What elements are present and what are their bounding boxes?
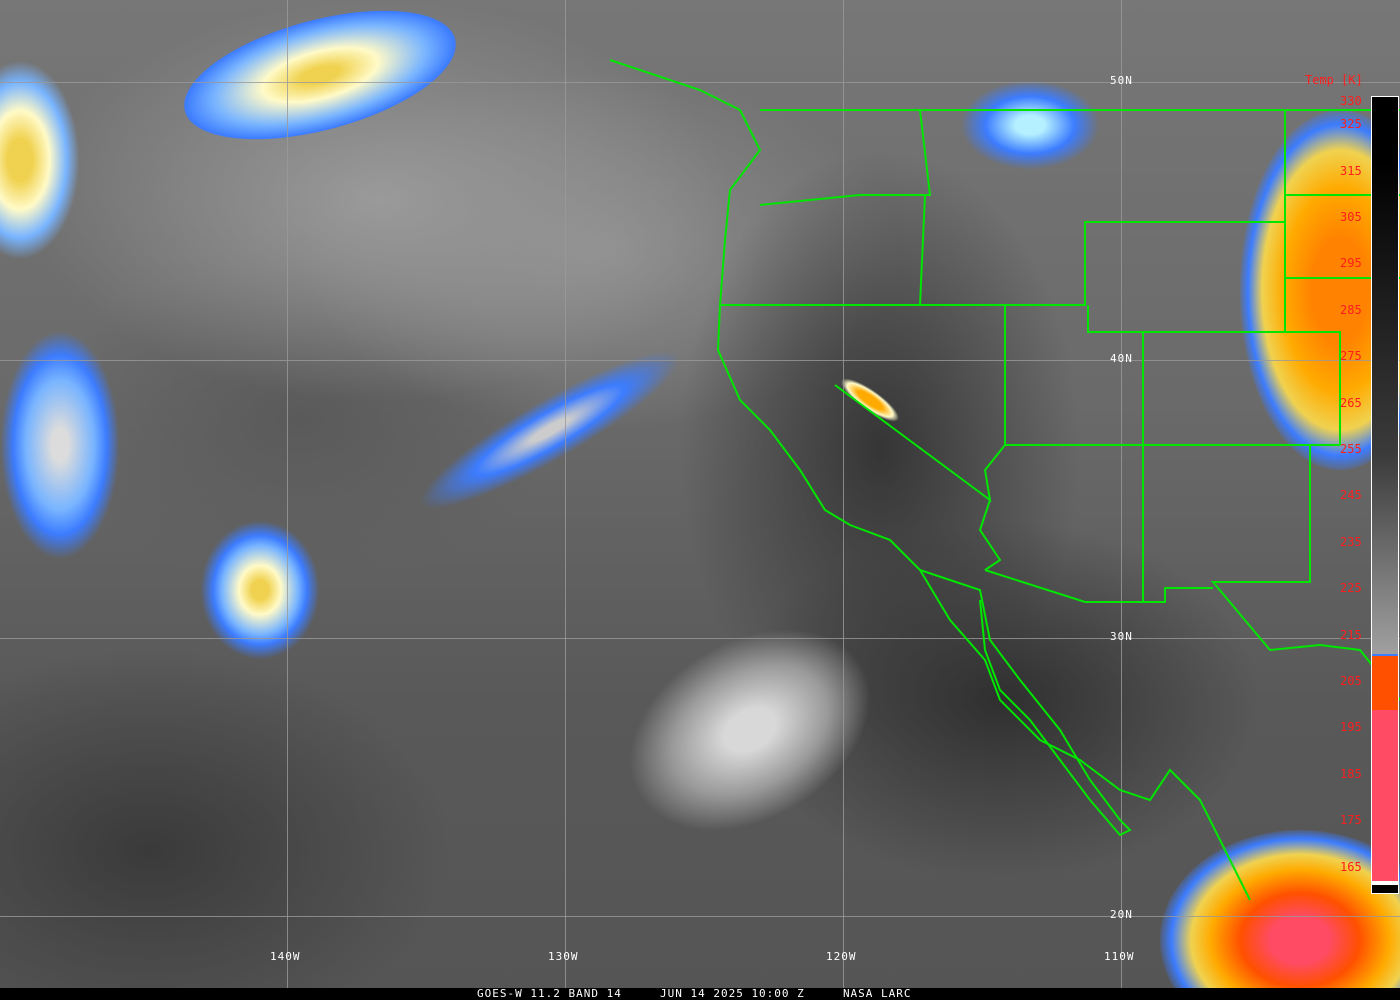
state-border bbox=[1087, 305, 1341, 445]
colorbar-tick-label: 225 bbox=[1340, 581, 1362, 596]
colorbar-tick-label: 165 bbox=[1340, 859, 1362, 874]
footer-bar: GOES-W 11.2 BAND 14 JUN 14 2025 10:00 Z … bbox=[0, 988, 1400, 1000]
grid-line bbox=[843, 0, 844, 990]
colorbar-tick-label: 255 bbox=[1340, 442, 1362, 456]
credit: NASA LARC bbox=[842, 987, 912, 1000]
lat-label-30n: 30N bbox=[1110, 630, 1133, 643]
state-border bbox=[978, 499, 1002, 571]
colorbar-tick-label: 175 bbox=[1340, 813, 1362, 828]
country-border bbox=[984, 569, 1213, 603]
legend-title: Temp [K] bbox=[1305, 73, 1363, 87]
grid-line bbox=[0, 916, 1400, 917]
baja-coastline bbox=[919, 569, 1132, 837]
colorbar-tick-label: 315 bbox=[1340, 163, 1362, 178]
timestamp: JUN 14 2025 10:00 Z bbox=[659, 987, 805, 1000]
footer-text: GOES-W 11.2 BAND 14 JUN 14 2025 10:00 Z … bbox=[477, 988, 912, 1000]
grid-line bbox=[0, 360, 1400, 361]
grid-line bbox=[287, 0, 288, 990]
lat-label-50n: 50N bbox=[1110, 74, 1133, 87]
colorbar-tick-label: 330 bbox=[1340, 94, 1362, 108]
colorbar-tick-label: 285 bbox=[1340, 302, 1362, 317]
lat-label-20n: 20N bbox=[1110, 908, 1133, 921]
state-border bbox=[720, 221, 1285, 306]
colorbar-tick-label: 215 bbox=[1340, 627, 1362, 642]
lon-label-140w: 140W bbox=[270, 950, 301, 963]
cloud-band bbox=[960, 80, 1100, 170]
colorbar-tick-label: 305 bbox=[1340, 210, 1362, 224]
country-border bbox=[1210, 445, 1400, 701]
colorbar-cold-end bbox=[1372, 97, 1398, 893]
state-border bbox=[834, 305, 1006, 503]
lat-label-40n: 40N bbox=[1110, 352, 1133, 365]
colorbar-tick-label: 205 bbox=[1340, 674, 1362, 688]
colorbar-tick-label: 325 bbox=[1340, 117, 1362, 132]
colorbar-tick-label: 185 bbox=[1340, 766, 1362, 781]
lon-label-120w: 120W bbox=[826, 950, 857, 963]
colorbar-tick-label: 275 bbox=[1340, 349, 1362, 364]
grid-line bbox=[565, 0, 566, 990]
grid-line bbox=[1121, 0, 1122, 990]
colorbar-tick-label: 265 bbox=[1340, 395, 1362, 410]
cloud-band bbox=[200, 520, 320, 660]
colorbar-tick-label: 245 bbox=[1340, 488, 1362, 503]
satellite-band: GOES-W 11.2 BAND 14 bbox=[477, 987, 622, 1000]
grid-line bbox=[0, 82, 1400, 83]
colorbar-tick-label: 235 bbox=[1340, 534, 1362, 549]
colorbar-tick-label: 295 bbox=[1340, 256, 1362, 271]
colorbar-tick-label: 195 bbox=[1340, 720, 1362, 735]
state-border bbox=[919, 194, 926, 306]
state-border bbox=[759, 109, 932, 206]
lon-label-130w: 130W bbox=[548, 950, 579, 963]
cloud-band bbox=[0, 330, 120, 560]
coastline bbox=[609, 59, 1251, 901]
lon-label-110w: 110W bbox=[1104, 950, 1135, 963]
grid-line bbox=[0, 638, 1400, 639]
